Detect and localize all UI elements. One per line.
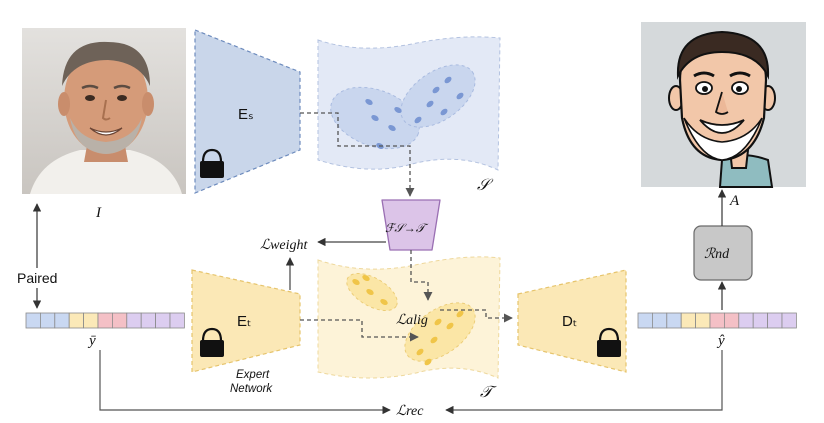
y-bar-label: ȳ: [87, 333, 96, 349]
vector-cell: [169, 312, 185, 329]
source-encoder: Eₛ: [194, 29, 301, 194]
rec-loss-right-arrow: [445, 350, 723, 415]
target-latent-space: [317, 256, 501, 379]
target-space-label: 𝒯: [480, 384, 497, 401]
vector-cell: [40, 312, 56, 329]
vector-cell: [112, 312, 128, 329]
lock-icon: [200, 327, 224, 357]
rec-loss-left-arrow: [99, 350, 391, 415]
vector-cell: [738, 312, 754, 329]
vector-cell: [666, 312, 682, 329]
mapping-label: ℱ𝒮→𝒯: [385, 221, 429, 235]
loss-align-label: ℒalig: [396, 313, 428, 328]
loss-weight-label: ℒweight: [260, 238, 309, 253]
vector-cell: [140, 312, 156, 329]
vector-cell: [680, 312, 697, 329]
vector-cell: [54, 312, 70, 329]
renderer-label: ℛnd: [704, 247, 730, 262]
source-encoder-label: Eₛ: [238, 106, 254, 123]
paired-label: Paired: [17, 270, 57, 286]
source-to-mapping-arrow: [300, 112, 415, 197]
vector-cell: [97, 312, 113, 329]
mapping-function: ℱ𝒮→𝒯: [381, 199, 441, 251]
renderer-box: ℛnd: [693, 225, 753, 281]
vector-cell: [724, 312, 740, 329]
vector-cell: [126, 312, 142, 329]
lock-icon: [597, 327, 621, 357]
input-image-label: I: [95, 205, 102, 221]
lock-icon: [200, 148, 224, 178]
vector-cell: [155, 312, 171, 329]
target-encoder-label: Eₜ: [237, 313, 251, 330]
target-decoder: Dₜ: [517, 269, 627, 373]
vector-cell: [83, 312, 99, 329]
target-to-decoder-arrow: [440, 309, 513, 323]
encoder-to-target-arrow: [300, 319, 419, 342]
vector-cell: [709, 312, 725, 329]
target-decoder-label: Dₜ: [562, 313, 577, 330]
target-encoder: Eₜ: [191, 269, 301, 373]
mapping-to-target-arrow: [410, 250, 433, 301]
vector-cell: [68, 312, 84, 329]
vector-cell: [781, 312, 797, 329]
vector-cell: [637, 312, 653, 329]
input-face-photo: [22, 28, 186, 194]
caricature-avatar: [641, 22, 806, 188]
avatar-label: A: [729, 193, 740, 209]
vector-cell: [752, 312, 769, 329]
y-hat-vector: [637, 312, 797, 329]
source-latent-space: [317, 36, 501, 171]
y-hat-label: ŷ: [716, 333, 725, 349]
vector-cell: [25, 312, 41, 329]
vector-cell: [695, 312, 711, 329]
y-bar-vector: [25, 312, 185, 329]
vector-cell: [652, 312, 668, 329]
expert-network-line2: Network: [230, 383, 273, 395]
loss-rec-label: ℒrec: [396, 404, 424, 419]
expert-network-line1: Expert: [236, 369, 270, 381]
source-space-label: 𝒮: [477, 177, 494, 194]
vector-cell: [767, 312, 783, 329]
